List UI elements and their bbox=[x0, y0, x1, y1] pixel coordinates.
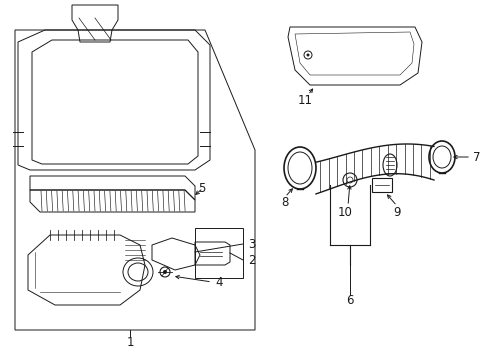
Text: 10: 10 bbox=[337, 206, 352, 219]
Text: 3: 3 bbox=[247, 238, 255, 251]
Text: 11: 11 bbox=[297, 94, 312, 107]
Text: 9: 9 bbox=[392, 206, 400, 219]
Text: 8: 8 bbox=[281, 195, 288, 208]
Text: 5: 5 bbox=[198, 181, 205, 194]
Text: 4: 4 bbox=[215, 275, 222, 288]
Bar bbox=[371, 178, 391, 192]
Circle shape bbox=[306, 54, 309, 57]
Text: 7: 7 bbox=[472, 150, 480, 163]
Text: 2: 2 bbox=[247, 253, 255, 266]
Text: 1: 1 bbox=[126, 336, 134, 348]
Circle shape bbox=[163, 270, 167, 274]
Text: 6: 6 bbox=[346, 293, 353, 306]
Bar bbox=[195, 228, 243, 278]
